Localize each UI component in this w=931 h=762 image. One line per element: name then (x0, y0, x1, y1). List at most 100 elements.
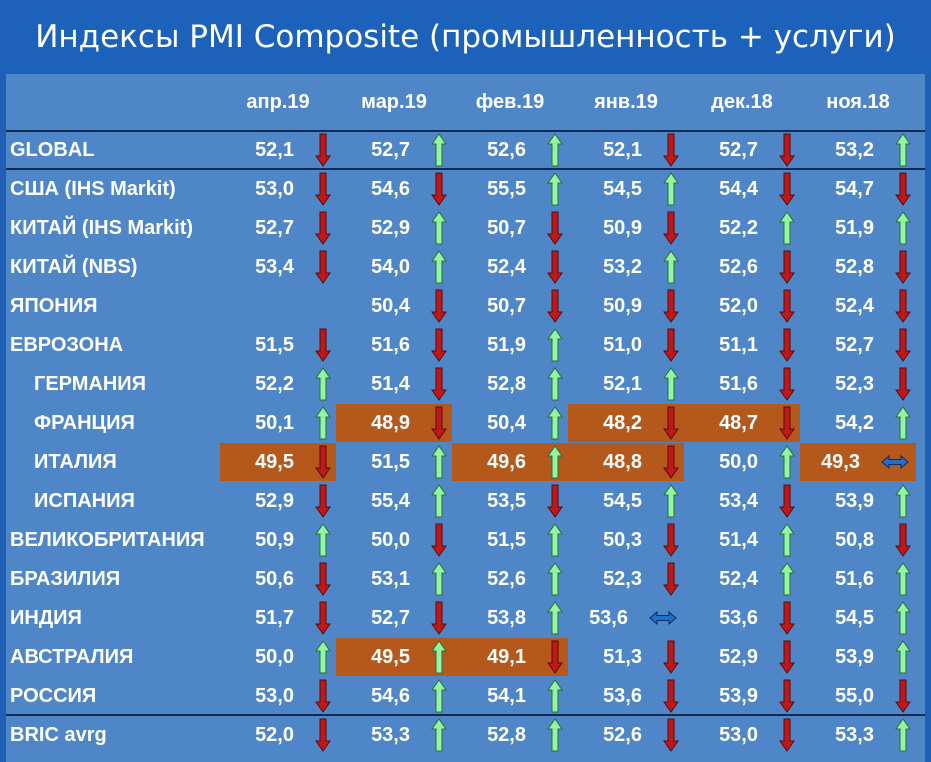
pmi-value: 52,0 (719, 295, 758, 317)
down-arrow-icon (779, 367, 795, 401)
table-cell (220, 287, 336, 325)
pmi-value: 52,7 (371, 139, 410, 161)
pmi-value: 52,4 (719, 568, 758, 590)
down-arrow-icon (315, 133, 331, 167)
row-label: РОССИЯ (10, 685, 97, 707)
table-cell: 52,1 (220, 131, 336, 169)
table-cell: 53,3 (336, 716, 452, 754)
row-label: GLOBAL (10, 139, 95, 161)
row-label: ВЕЛИКОБРИТАНИЯ (10, 529, 205, 551)
pmi-value: 55,4 (371, 490, 410, 512)
table-cell: 52,0 (684, 287, 800, 325)
pmi-value: 48,8 (603, 451, 642, 473)
table-cell: 53,6 (684, 599, 800, 637)
table-cell: 52,1 (568, 131, 684, 169)
up-arrow-icon (547, 601, 563, 635)
highlighted-cell: 49,6 (452, 443, 568, 481)
table-cell: 53,9 (800, 638, 916, 676)
pmi-value: 52,2 (255, 373, 294, 395)
pmi-value: 50,7 (487, 217, 526, 239)
down-arrow-icon (779, 679, 795, 713)
up-arrow-icon (663, 172, 679, 206)
table-cell: 50,6 (220, 560, 336, 598)
pmi-value: 52,6 (487, 568, 526, 590)
down-arrow-icon (663, 445, 679, 479)
down-arrow-icon (431, 367, 447, 401)
table-cell: 54,2 (800, 404, 916, 442)
up-arrow-icon (431, 133, 447, 167)
table-cell: 51,5 (452, 521, 568, 559)
table-cell: 50,4 (336, 287, 452, 325)
table-cell: 51,1 (684, 326, 800, 364)
pmi-value: 54,2 (835, 412, 874, 434)
row-label: ИНДИЯ (10, 607, 82, 629)
column-header: ноя.18 (826, 91, 890, 113)
row-label: BRIC avrg (10, 724, 107, 746)
table-cell: 53,0 (220, 677, 336, 715)
pmi-value: 50,0 (371, 529, 410, 551)
table-cell: 55,4 (336, 482, 452, 520)
pmi-value: 50,3 (603, 529, 642, 551)
table-cell: 53,2 (800, 131, 916, 169)
highlighted-cell: 49,1 (452, 638, 568, 676)
pmi-value: 53,9 (835, 490, 874, 512)
pmi-value: 54,5 (603, 178, 642, 200)
pmi-value: 52,7 (371, 607, 410, 629)
pmi-value: 54,5 (835, 607, 874, 629)
down-arrow-icon (663, 328, 679, 362)
down-arrow-icon (895, 172, 911, 206)
up-arrow-icon (547, 367, 563, 401)
down-arrow-icon (431, 289, 447, 323)
table-cell: 52,7 (800, 326, 916, 364)
down-arrow-icon (547, 484, 563, 518)
row-label: КИТАЙ (NBS) (10, 256, 138, 278)
column-header: мар.19 (361, 91, 427, 113)
up-arrow-icon (547, 445, 563, 479)
pmi-value: 53,6 (589, 607, 628, 629)
up-arrow-icon (895, 133, 911, 167)
table-cell: 52,3 (568, 560, 684, 598)
row-label: ФРАНЦИЯ (34, 412, 135, 434)
table-row: GLOBAL 52,1 52,7 52,6 52,1 52,7 53,2 (6, 131, 925, 169)
pmi-value: 53,6 (603, 685, 642, 707)
up-arrow-icon (779, 562, 795, 596)
row-label: ЯПОНИЯ (10, 295, 98, 317)
table-cell: 53,0 (220, 170, 336, 208)
table-cell: 52,9 (220, 482, 336, 520)
pmi-value: 51,6 (371, 334, 410, 356)
table-cell: 52,0 (220, 716, 336, 754)
down-arrow-icon (547, 640, 563, 674)
table-cell: 52,8 (452, 365, 568, 403)
table-cell: 51,7 (220, 599, 336, 637)
up-arrow-icon (779, 445, 795, 479)
row-label: ИТАЛИЯ (34, 451, 117, 473)
down-arrow-icon (663, 133, 679, 167)
up-arrow-icon (315, 523, 331, 557)
table-cell: 51,3 (568, 638, 684, 676)
table-cell: 52,2 (684, 209, 800, 247)
pmi-value: 52,4 (487, 256, 526, 278)
table-cell: 52,2 (220, 365, 336, 403)
column-header: янв.19 (594, 91, 658, 113)
column-header: апр.19 (246, 91, 310, 113)
row-label: АВСТРАЛИЯ (10, 646, 134, 668)
column-header: дек.18 (711, 91, 773, 113)
highlighted-cell: 49,5 (220, 443, 336, 481)
down-arrow-icon (431, 523, 447, 557)
down-arrow-icon (895, 679, 911, 713)
row-label: ЕВРОЗОНА (10, 334, 124, 356)
table-cell: 54,5 (568, 170, 684, 208)
pmi-value: 53,9 (835, 646, 874, 668)
table-cell: 52,6 (452, 560, 568, 598)
pmi-value: 52,7 (719, 139, 758, 161)
up-arrow-icon (895, 718, 911, 752)
table-cell: 53,8 (452, 599, 568, 637)
pmi-value: 51,9 (835, 217, 874, 239)
column-header: фев.19 (475, 91, 545, 113)
up-arrow-icon (315, 406, 331, 440)
down-arrow-icon (315, 679, 331, 713)
pmi-value: 54,6 (371, 685, 410, 707)
table-row: ИТАЛИЯ 49,5 51,5 49,6 48,8 50,0 49,3 (6, 443, 925, 481)
pmi-value: 52,3 (835, 373, 874, 395)
row-label: ГЕРМАНИЯ (34, 373, 147, 395)
